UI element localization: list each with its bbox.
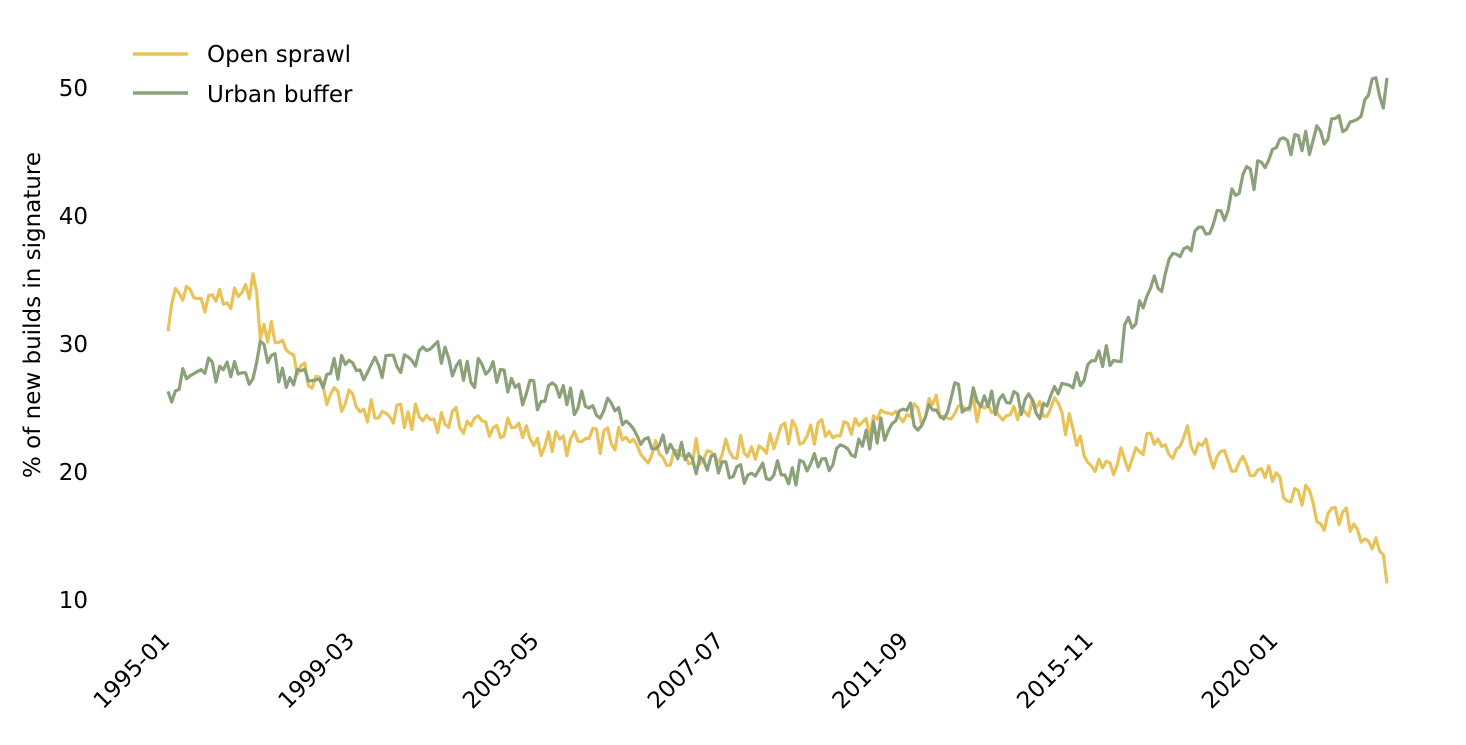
y-axis-ticks: 10 20 30 40 50 — [59, 76, 88, 614]
x-tick-label: 2015-11 — [1012, 628, 1098, 714]
x-tick-label: 1995-01 — [89, 628, 175, 714]
x-tick-label: 1999-03 — [274, 628, 360, 714]
y-tick-label: 30 — [59, 332, 88, 358]
y-tick-label: 10 — [59, 588, 88, 614]
legend: Open sprawl Urban buffer — [133, 42, 353, 108]
x-tick-label: 2020-01 — [1197, 628, 1283, 714]
series-layer — [166, 76, 1389, 584]
y-axis-label: % of new builds in signature — [20, 152, 46, 478]
series-line-urban-buffer — [166, 76, 1389, 487]
x-axis-ticks: 1995-01 1999-03 2003-05 2007-07 2011-09 2015-… — [89, 628, 1284, 714]
x-tick-label: 2003-05 — [458, 628, 544, 714]
x-tick-label: 2007-07 — [643, 628, 729, 714]
y-tick-label: 40 — [59, 204, 88, 230]
series-line-open-sprawl — [166, 272, 1389, 584]
legend-label-open-sprawl: Open sprawl — [207, 42, 351, 68]
y-tick-label: 20 — [59, 460, 88, 486]
y-tick-label: 50 — [59, 76, 88, 102]
legend-label-urban-buffer: Urban buffer — [207, 82, 353, 108]
x-tick-label: 2011-09 — [828, 628, 914, 714]
